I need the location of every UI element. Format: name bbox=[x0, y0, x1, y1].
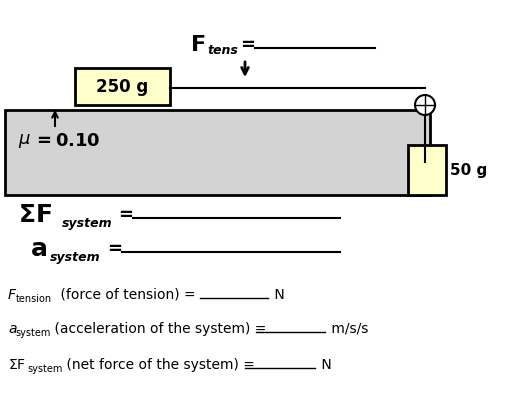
Text: system: system bbox=[62, 217, 113, 230]
Text: N: N bbox=[270, 288, 285, 302]
Text: N: N bbox=[317, 358, 332, 372]
Text: $\mu$: $\mu$ bbox=[18, 132, 31, 150]
Text: 50 g: 50 g bbox=[450, 162, 487, 177]
Text: $\mathbf{F}$: $\mathbf{F}$ bbox=[190, 35, 205, 55]
Text: tension: tension bbox=[16, 294, 52, 304]
Bar bbox=[5, 110, 430, 195]
Text: system: system bbox=[50, 250, 101, 263]
Text: (acceleration of the system) =: (acceleration of the system) = bbox=[50, 322, 271, 336]
Text: system: system bbox=[15, 328, 50, 338]
Text: m/s/s: m/s/s bbox=[327, 322, 368, 336]
Text: 250 g: 250 g bbox=[97, 77, 149, 96]
Text: tens: tens bbox=[207, 44, 238, 57]
Text: =: = bbox=[240, 36, 255, 54]
Text: $\mathbf{a}$: $\mathbf{a}$ bbox=[30, 237, 47, 261]
Text: =: = bbox=[118, 206, 133, 224]
Bar bbox=[408, 145, 446, 195]
Text: =: = bbox=[107, 240, 122, 258]
Text: (net force of the system) =: (net force of the system) = bbox=[62, 358, 259, 372]
Text: (force of tension) =: (force of tension) = bbox=[56, 288, 200, 302]
Bar bbox=[75, 68, 170, 105]
Text: a: a bbox=[8, 322, 16, 336]
Text: $\mathbf{\Sigma F}$: $\mathbf{\Sigma F}$ bbox=[18, 203, 52, 227]
Text: system: system bbox=[27, 364, 62, 374]
Circle shape bbox=[415, 95, 435, 115]
Text: F: F bbox=[8, 288, 16, 302]
Text: $\mathbf{=0.10}$: $\mathbf{=0.10}$ bbox=[33, 132, 101, 150]
Text: $\Sigma$F: $\Sigma$F bbox=[8, 358, 26, 372]
